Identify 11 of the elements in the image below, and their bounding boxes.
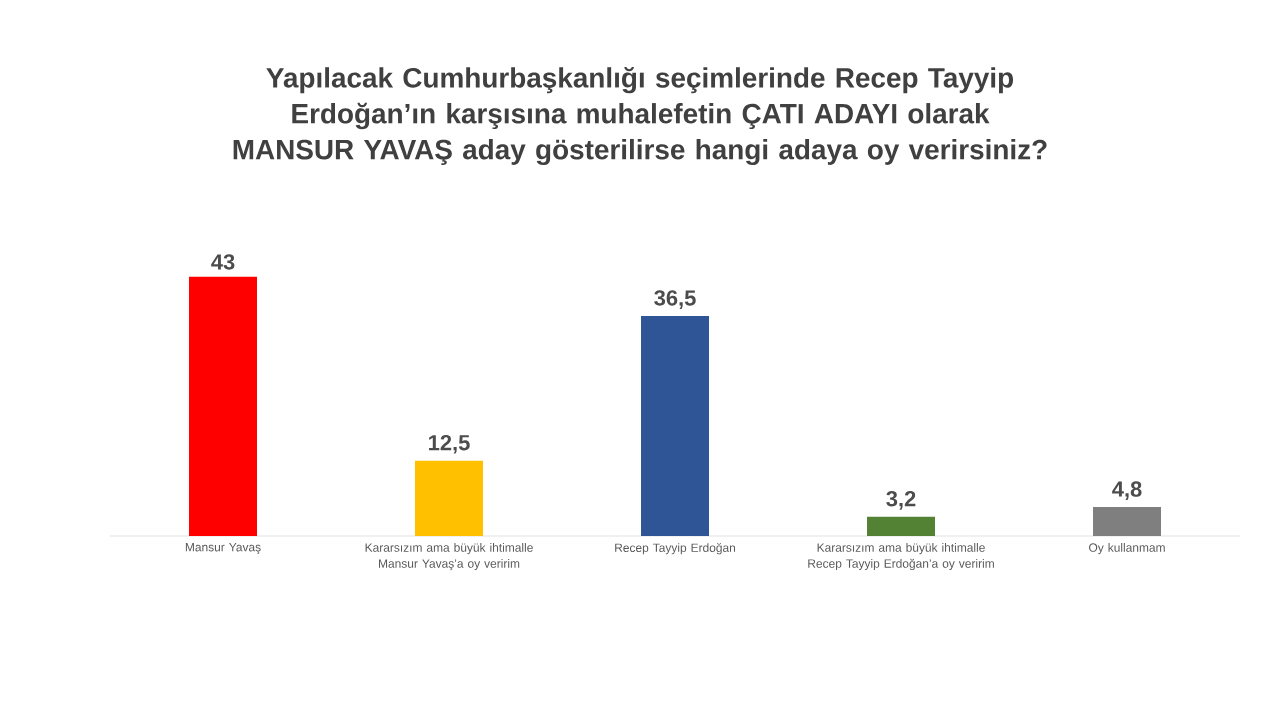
chart-title: Yapılacak Cumhurbaşkanlığı seçimlerinde Recep Tayyip Erdoğan’ın karşısına muhalefetin ÇATI ADAYI olarak MANSUR YAVAŞ aday gösterilirse hangi adaya oy verirsiniz? — [233, 66, 1047, 166]
bar — [415, 460, 484, 536]
bar — [1093, 507, 1162, 536]
bar — [867, 516, 936, 536]
bar — [189, 276, 258, 536]
data-label: 4,8 — [1112, 481, 1142, 501]
data-label: 36,5 — [654, 290, 696, 309]
data-label: 43 — [211, 254, 235, 270]
bar — [641, 315, 710, 536]
data-label: 12,5 — [429, 434, 470, 454]
data-label: 3,2 — [886, 490, 916, 510]
